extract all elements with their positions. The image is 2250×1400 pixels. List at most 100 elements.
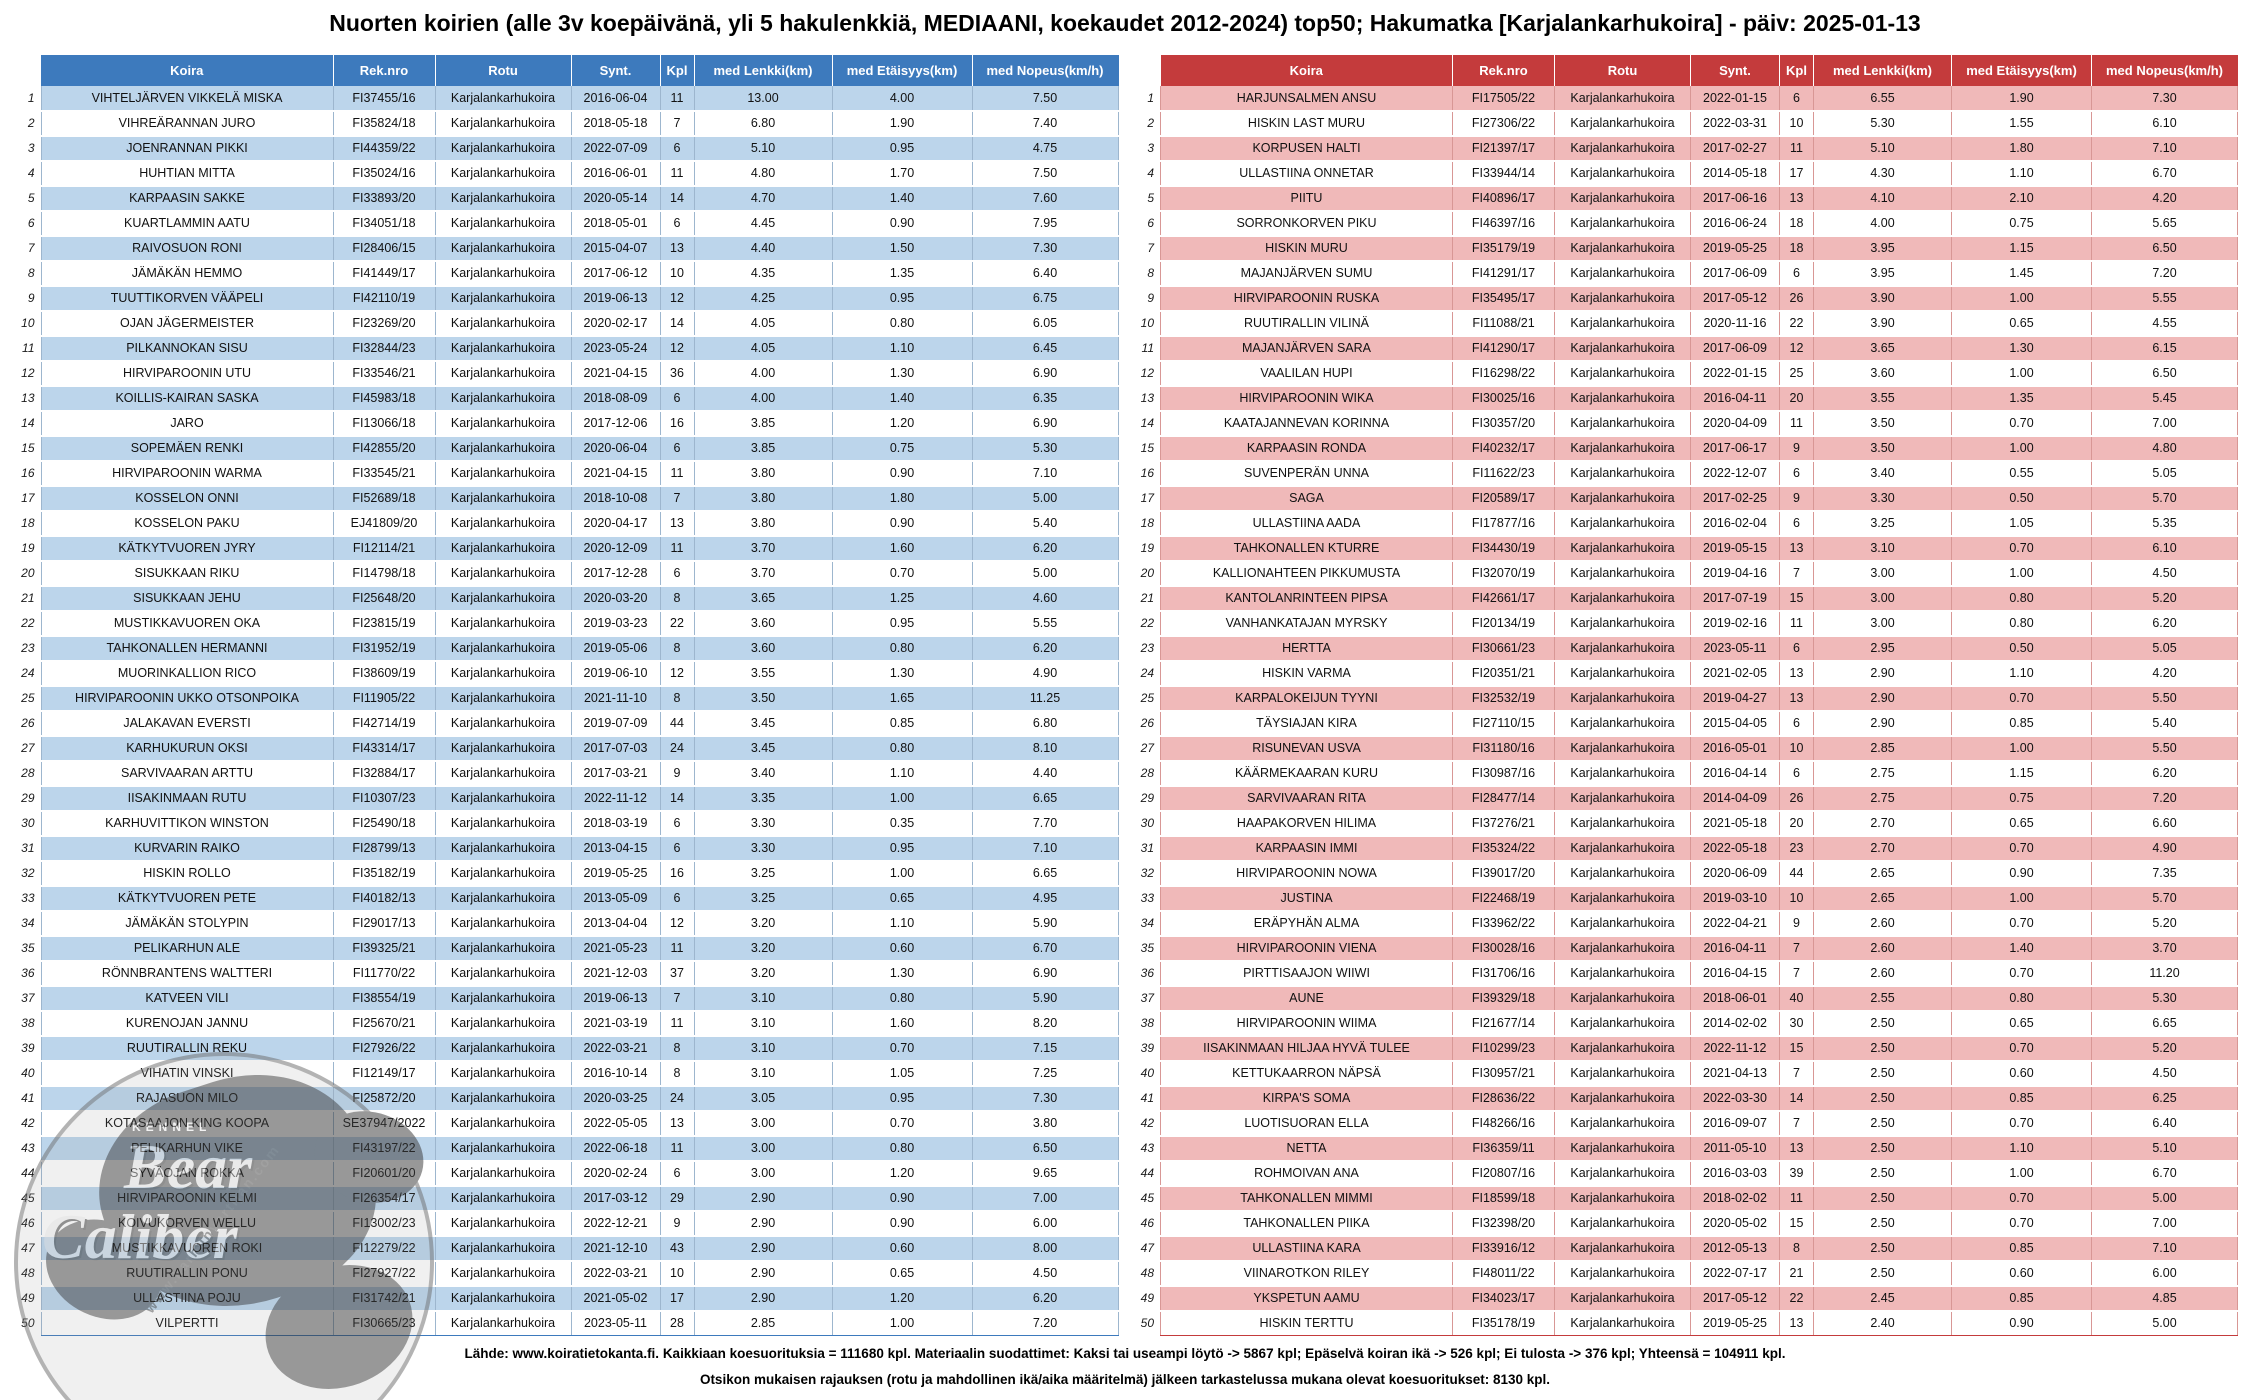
table-row: 35 PELIKARHUN ALE FI39325/21 Karjalankarhuk… (13, 935, 1119, 962)
table-cell: 2021-02-05 (1690, 660, 1780, 687)
table-cell: FI31180/16 (1452, 735, 1555, 762)
table-row: 29 IISAKINMAAN RUTU FI10307/23 Karjalankarh… (13, 785, 1119, 812)
table-row: 18 ULLASTIINA AADA FI17877/16 Karjalankarhu… (1132, 510, 2238, 537)
table-cell: FI21397/17 (1452, 135, 1555, 162)
table-cell: FI23815/19 (333, 610, 436, 637)
table-cell: 5.90 (972, 910, 1119, 937)
table-cell: 5.00 (2091, 1310, 2238, 1336)
table-cell: 2.50 (1813, 1060, 1952, 1087)
table-cell: FI25490/18 (333, 810, 436, 837)
table-cell: 0.70 (1951, 410, 2092, 437)
table-cell: FI44359/22 (333, 135, 436, 162)
table-cell: Karjalankarhukoira (435, 1310, 572, 1336)
table-cell: 7 (660, 110, 695, 137)
table-cell: 4.10 (1813, 185, 1952, 212)
table-cell: 0.70 (832, 1035, 973, 1062)
table-cell: Karjalankarhukoira (1554, 1160, 1691, 1187)
table-cell: 2.95 (1813, 635, 1952, 662)
row-rank: 21 (1132, 585, 1161, 611)
table-cell: SORRONKORVEN PIKU (1160, 210, 1453, 237)
table-cell: VAALILAN HUPI (1160, 360, 1453, 387)
table-cell: Karjalankarhukoira (1554, 260, 1691, 287)
table-cell: Karjalankarhukoira (1554, 860, 1691, 887)
table-cell: 2017-06-09 (1690, 335, 1780, 362)
table-cell: 6.60 (2091, 810, 2238, 837)
table-cell: FI35495/17 (1452, 285, 1555, 312)
table-cell: FI25872/20 (333, 1085, 436, 1112)
table-cell: VILPERTTI (40, 1310, 334, 1336)
table-cell: 15 (1779, 1210, 1814, 1237)
table-cell: 1.40 (1951, 935, 2092, 962)
table-cell: FI22468/19 (1452, 885, 1555, 912)
table-cell: 2019-04-16 (1690, 560, 1780, 587)
table-cell: FI17505/22 (1452, 85, 1555, 112)
row-rank: 14 (13, 410, 41, 436)
table-cell: 23 (1779, 835, 1814, 862)
table-cell: 11.20 (2091, 960, 2238, 987)
table-cell: 0.60 (1951, 1260, 2092, 1287)
table-cell: 3.55 (1813, 385, 1952, 412)
table-row: 21 SISUKKAAN JEHU FI25648/20 Karjalankarhuk… (13, 585, 1119, 612)
table-row: 44 ROHMOIVAN ANA FI20807/16 Karjalankarhuko… (1132, 1160, 2238, 1187)
table-cell: FI32398/20 (1452, 1210, 1555, 1237)
table-cell: 6.70 (2091, 1160, 2238, 1187)
table-cell: KORPUSEN HALTI (1160, 135, 1453, 162)
row-rank: 41 (1132, 1085, 1161, 1111)
table-cell: FI35182/19 (333, 860, 436, 887)
table-cell: 6.20 (2091, 760, 2238, 787)
table-row: 7 HISKIN MURU FI35179/19 Karjalankarhukoira… (1132, 235, 2238, 262)
table-cell: Karjalankarhukoira (435, 1060, 572, 1087)
table-cell: Karjalankarhukoira (1554, 1235, 1691, 1262)
table-cell: HIRVIPAROONIN WIKA (1160, 385, 1453, 412)
table-cell: FI43197/22 (333, 1135, 436, 1162)
table-cell: KÄTKYTVUOREN JYRY (40, 535, 334, 562)
table-cell: Karjalankarhukoira (435, 1185, 572, 1212)
table-cell: FI38554/19 (333, 985, 436, 1012)
table-cell: Karjalankarhukoira (1554, 235, 1691, 262)
table-cell: 8 (1779, 1235, 1814, 1262)
table-cell: 6 (660, 435, 695, 462)
table-cell: 2017-06-12 (571, 260, 661, 287)
table-cell: 0.35 (832, 810, 973, 837)
table-cell: FI35024/16 (333, 160, 436, 187)
table-cell: 1.60 (832, 1010, 973, 1037)
table-cell: Karjalankarhukoira (1554, 460, 1691, 487)
table-cell: 5.20 (2091, 910, 2238, 937)
table-cell: 3.70 (694, 560, 833, 587)
table-cell: JARO (40, 410, 334, 437)
table-cell: 1.45 (1951, 260, 2092, 287)
row-rank: 28 (13, 760, 41, 786)
table-cell: 2016-06-01 (571, 160, 661, 187)
table-cell: 6.65 (2091, 1010, 2238, 1037)
table-row: 28 SARVIVAARAN ARTTU FI32884/17 Karjalankar… (13, 760, 1119, 787)
table-cell: JALAKAVAN EVERSTI (40, 710, 334, 737)
table-cell: 0.65 (832, 1260, 973, 1287)
table-cell: 6.40 (2091, 1110, 2238, 1137)
column-header-4: Synt. (1690, 55, 1780, 86)
table-cell: FI11622/23 (1452, 460, 1555, 487)
table-row: 9 HIRVIPAROONIN RUSKA FI35495/17 Karjalanka… (1132, 285, 2238, 312)
table-row: 23 HERTTA FI30661/23 Karjalankarhukoira 2023… (1132, 635, 2238, 662)
row-rank: 25 (13, 685, 41, 711)
table-cell: Karjalankarhukoira (435, 460, 572, 487)
table-cell: Karjalankarhukoira (1554, 1135, 1691, 1162)
table-cell: MAJANJÄRVEN SARA (1160, 335, 1453, 362)
table-cell: 5.55 (2091, 285, 2238, 312)
table-cell: 13 (1779, 1310, 1814, 1336)
table-cell: 11 (1779, 610, 1814, 637)
table-cell: 8.00 (972, 1235, 1119, 1262)
table-cell: Karjalankarhukoira (435, 810, 572, 837)
table-cell: 1.30 (832, 960, 973, 987)
table-cell: Karjalankarhukoira (1554, 285, 1691, 312)
table-cell: 2019-05-06 (571, 635, 661, 662)
table-cell: 26 (1779, 785, 1814, 812)
table-cell: Karjalankarhukoira (435, 660, 572, 687)
column-header-5: Kpl (1779, 55, 1814, 86)
table-cell: FI27306/22 (1452, 110, 1555, 137)
table-cell: HIRVIPAROONIN NOWA (1160, 860, 1453, 887)
table-row: 31 KURVARIN RAIKO FI28799/13 Karjalankarhuk… (13, 835, 1119, 862)
table-cell: Karjalankarhukoira (1554, 485, 1691, 512)
table-cell: 2017-07-19 (1690, 585, 1780, 612)
table-cell: 2016-06-04 (571, 85, 661, 112)
table-cell: 2020-05-14 (571, 185, 661, 212)
